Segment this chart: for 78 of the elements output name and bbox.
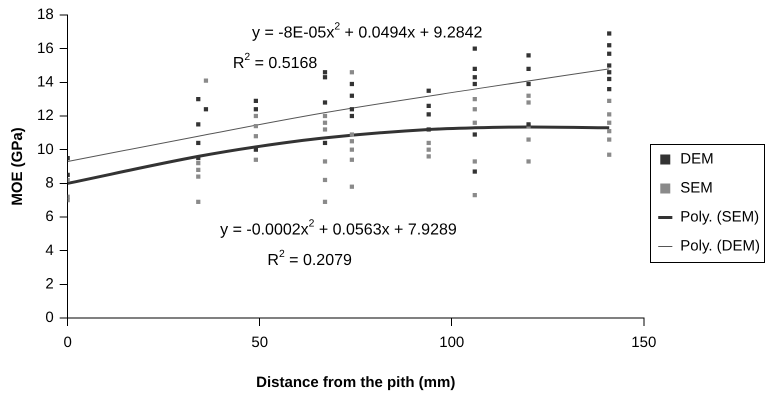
y-tick-label: 10 [36,140,54,158]
point [350,148,354,152]
point [254,98,258,103]
point [472,132,477,137]
point [196,140,200,146]
y-tick-label: 0 [45,309,54,326]
point [607,52,612,56]
point [350,184,354,189]
y-tick-label: 6 [45,208,54,226]
point [426,104,431,108]
y-tick-label: 4 [45,242,54,259]
point [254,107,258,112]
point [254,148,258,152]
point [472,66,477,71]
point [204,107,208,112]
point [322,200,328,204]
point [472,82,477,86]
point [607,120,612,125]
x-tick-label: 150 [631,334,656,352]
point [607,76,612,82]
point [322,75,328,80]
point [426,140,431,146]
point [607,112,612,116]
point [472,159,477,164]
y-tick-label: 18 [36,6,54,24]
point [196,161,200,166]
point [607,86,612,92]
x-axis-title: Distance from the pith (mm) [256,374,456,392]
point [196,97,200,102]
point [607,129,612,134]
point [526,66,531,71]
legend-label: Poly. (DEM) [680,238,760,255]
point [350,139,354,144]
x-tick-label: 100 [439,334,464,352]
point [426,148,431,152]
point [472,192,477,198]
point [526,94,531,98]
point [472,75,477,80]
point [472,120,477,125]
point [426,127,431,132]
y-tick-label: 8 [45,174,54,192]
y-tick-label: 2 [45,275,54,292]
point [322,120,328,125]
point [607,43,612,48]
point [254,158,258,162]
y-tick-label: 14 [36,73,54,90]
point [350,94,354,98]
point [196,168,200,172]
legend-label: Poly. (SEM) [680,208,760,226]
point [196,200,200,204]
y-axis-title: MOE (GPa) [9,127,26,206]
point [472,46,477,51]
point [322,70,328,74]
point [607,70,612,74]
y-tick-label: 16 [36,40,54,57]
point [472,97,477,102]
point [607,63,612,68]
point [472,107,477,112]
y-tick-label: 12 [36,107,54,124]
point [204,78,208,83]
point [607,152,612,157]
point [426,88,431,93]
point [196,174,200,179]
x-tick-label: 0 [64,334,72,352]
point [607,137,612,142]
point [196,122,200,127]
point [472,169,477,174]
point [350,107,354,112]
point [350,158,354,162]
point [350,70,354,74]
point [607,31,612,36]
legend-label: DEM [680,150,714,168]
point [426,154,431,159]
point [254,134,258,138]
point [607,98,612,103]
x-tick-label: 50 [251,334,268,352]
legend-label: SEM [680,180,713,197]
point [426,112,431,116]
